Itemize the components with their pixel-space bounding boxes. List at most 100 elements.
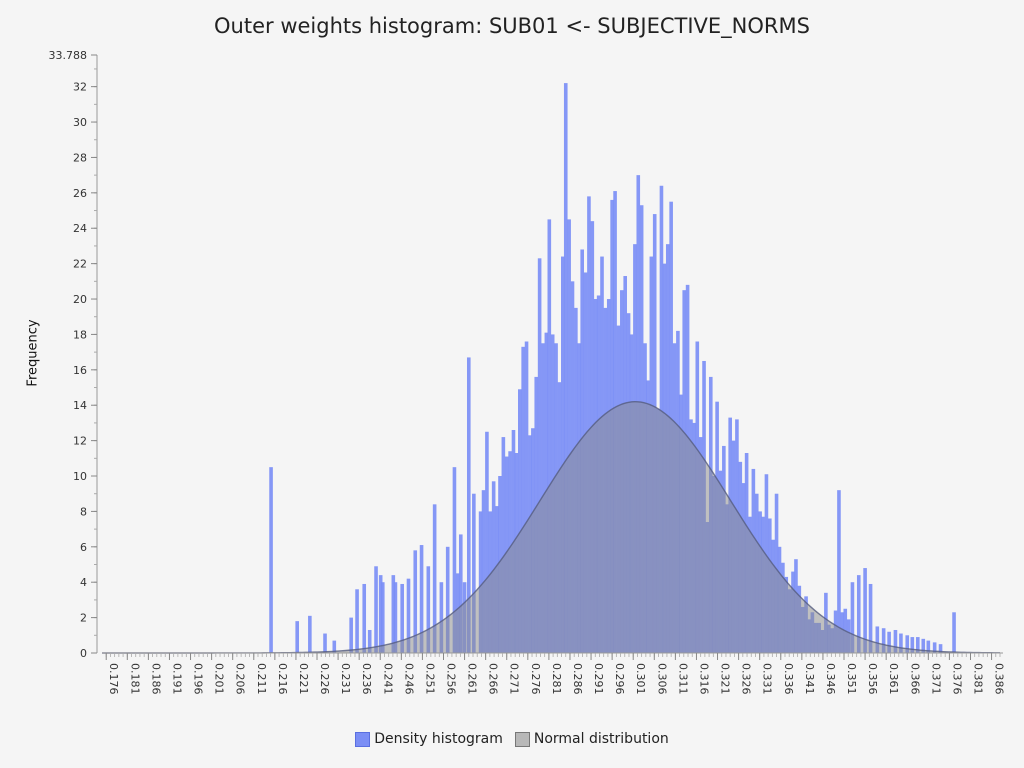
x-tick-label: 0.336 (782, 663, 795, 695)
histogram-bar (887, 631, 891, 653)
histogram-bar (850, 582, 855, 653)
y-tick-label: 28 (73, 151, 87, 164)
y-tick-label: 26 (73, 187, 87, 200)
histogram-bar (349, 617, 353, 653)
histogram-bar (391, 575, 396, 653)
histogram-bar (501, 437, 506, 653)
histogram-bar (426, 566, 431, 653)
x-tick-label: 0.236 (360, 663, 373, 695)
histogram-bar (491, 481, 496, 653)
y-tick-label: 0 (80, 647, 87, 660)
histogram-bar (308, 615, 312, 653)
x-tick-label: 0.376 (950, 663, 963, 695)
legend-label-normal: Normal distribution (533, 731, 669, 747)
histogram-bar (362, 583, 367, 653)
legend-item-density[interactable]: Density histogram (355, 731, 503, 747)
y-tick-label: 24 (73, 222, 87, 235)
histogram-bar (478, 511, 483, 653)
x-tick-label: 0.341 (803, 663, 816, 695)
histogram-bar (374, 566, 378, 653)
x-tick-label: 0.256 (444, 663, 457, 695)
y-tick-label: 6 (80, 541, 87, 554)
histogram-bar (587, 196, 591, 653)
x-tick-label: 0.261 (466, 663, 479, 695)
x-tick-label: 0.351 (845, 663, 858, 695)
histogram-bar (856, 575, 861, 653)
x-tick-label: 0.276 (529, 663, 542, 695)
y-tick-label: 4 (80, 576, 87, 589)
histogram-bar (432, 504, 437, 653)
histogram-bar (439, 582, 444, 653)
x-tick-label: 0.266 (487, 663, 500, 695)
histogram-bar (452, 467, 457, 653)
histogram-bar (378, 575, 383, 653)
x-tick-label: 0.231 (339, 663, 352, 695)
x-tick-label: 0.241 (381, 663, 394, 695)
x-tick-label: 0.361 (887, 663, 900, 695)
axes: 0246810121416182022242628303233.7880.176… (49, 49, 1006, 695)
histogram-bar (938, 644, 943, 653)
histogram-bar (910, 637, 915, 653)
legend-item-normal[interactable]: Normal distribution (514, 731, 669, 747)
histogram-bar (932, 642, 937, 653)
histogram-bar (472, 493, 476, 653)
chart-title: Outer weights histogram: SUB01 <- SUBJEC… (214, 14, 810, 38)
histogram-bar (419, 545, 424, 653)
histogram-bar (905, 635, 910, 653)
histogram-bar (837, 490, 841, 653)
x-tick-label: 0.386 (993, 663, 1006, 695)
x-tick-label: 0.296 (613, 663, 626, 695)
y-tick-label: 32 (73, 81, 87, 94)
histogram-bar (393, 582, 398, 653)
y-tick-label: 20 (73, 293, 87, 306)
y-tick-label: 14 (73, 399, 87, 412)
x-tick-label: 0.346 (824, 663, 837, 695)
x-tick-label: 0.251 (423, 663, 436, 695)
x-tick-label: 0.206 (234, 663, 247, 695)
histogram-bar (893, 629, 898, 653)
x-tick-label: 0.186 (149, 663, 162, 695)
x-tick-label: 0.211 (255, 663, 268, 695)
histogram-bar (561, 256, 565, 653)
histogram-bar (875, 626, 880, 653)
histogram-bar (323, 633, 327, 653)
y-tick-label: 12 (73, 435, 87, 448)
histogram-bar (524, 341, 529, 653)
y-tick-label: 10 (73, 470, 87, 483)
histogram-bar (445, 546, 450, 653)
x-tick-label: 0.311 (676, 663, 689, 695)
histogram-bar (915, 637, 920, 653)
histogram-bar (367, 629, 372, 653)
x-tick-label: 0.306 (655, 663, 668, 695)
x-tick-label: 0.331 (761, 663, 774, 695)
legend-swatch-density (355, 731, 371, 747)
histogram-bar (868, 583, 873, 653)
x-tick-label: 0.286 (571, 663, 584, 695)
histogram-bar (269, 467, 273, 653)
histogram-bar (521, 346, 525, 653)
histogram-bar (400, 583, 404, 653)
y-tick-label: 18 (73, 328, 87, 341)
histogram-bar (518, 389, 522, 653)
x-tick-label: 0.191 (170, 663, 183, 695)
histogram-bar (485, 431, 489, 653)
x-tick-label: 0.326 (740, 663, 753, 695)
x-tick-label: 0.176 (107, 663, 120, 695)
histogram-bar (406, 578, 411, 653)
x-tick-label: 0.321 (719, 663, 732, 695)
histogram-bar (481, 490, 486, 653)
legend-label-density: Density histogram (374, 731, 503, 747)
y-tick-label: 30 (73, 116, 87, 129)
histogram-bar (413, 550, 418, 653)
histogram-bar (567, 219, 571, 653)
y-tick-label: 8 (80, 505, 87, 518)
histogram-bar (899, 633, 903, 653)
x-tick-label: 0.281 (550, 663, 563, 695)
x-tick-label: 0.271 (508, 663, 521, 695)
x-tick-label: 0.366 (908, 663, 921, 695)
x-tick-label: 0.226 (318, 663, 331, 695)
histogram-bar (547, 219, 552, 653)
y-tick-label: 16 (73, 364, 87, 377)
histogram-plot: 0246810121416182022242628303233.7880.176… (49, 49, 1006, 695)
histogram-bar (921, 638, 926, 653)
